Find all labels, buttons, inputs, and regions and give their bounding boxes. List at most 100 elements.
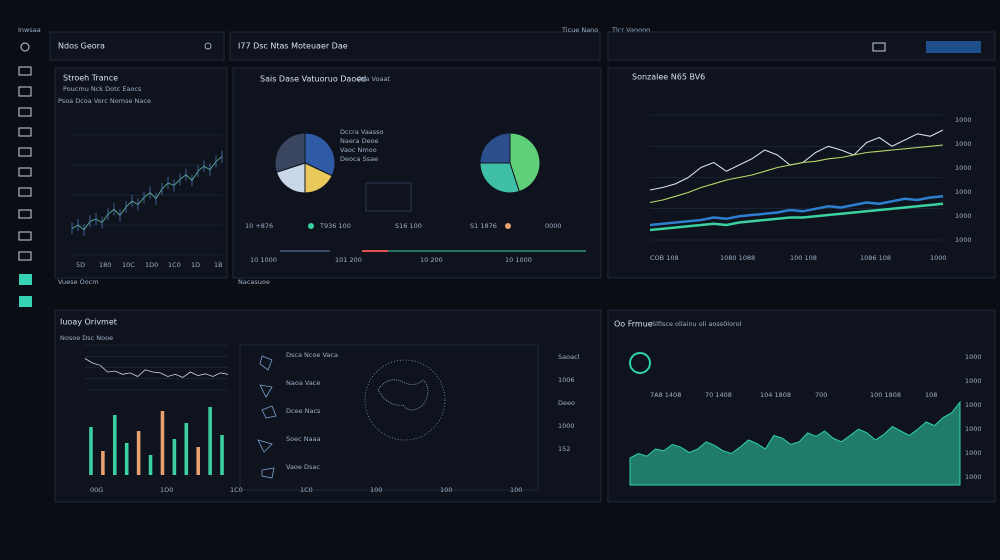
list-item: Dcee Nacs xyxy=(286,407,321,415)
panel-title: Iuoay Orivmet xyxy=(60,318,117,327)
x-label: 1B xyxy=(214,261,223,269)
readout: 100 1808 xyxy=(870,391,901,399)
pie-slice xyxy=(479,162,520,194)
sidebar-active[interactable] xyxy=(19,296,32,307)
x-label: 1000 xyxy=(930,254,947,262)
x-label: 00G xyxy=(90,486,103,494)
x-label: 100 xyxy=(510,486,522,494)
tool-toggle[interactable] xyxy=(926,41,981,53)
x-label: COB 108 xyxy=(650,254,679,262)
panel-subtitle: Poucmu Nck Dotc Eaocs xyxy=(63,85,142,93)
search-box[interactable] xyxy=(49,31,225,61)
panel-subtitle: Slfisce ollainu oli aoss0lorol xyxy=(652,320,742,328)
panel-world xyxy=(54,309,602,503)
search-icon[interactable] xyxy=(204,42,212,50)
bar xyxy=(208,407,212,475)
sidebar-label: Inwsaa xyxy=(18,26,41,34)
bar xyxy=(160,411,165,475)
readout: 108 xyxy=(925,391,937,399)
title-bar xyxy=(229,31,601,61)
x-label: 1C0 xyxy=(300,486,313,494)
panel-title: Oo Frmue xyxy=(614,320,653,329)
panel-footer: Nacasuoe xyxy=(238,278,270,286)
stat: 101 200 xyxy=(335,256,362,264)
line xyxy=(71,156,223,231)
y-label: 1000 xyxy=(955,236,972,244)
bar xyxy=(148,455,153,475)
shape-icons xyxy=(257,355,277,479)
bar xyxy=(113,415,117,475)
panel-footer: Vuese Oocm xyxy=(58,278,99,286)
side-item: Saoacl xyxy=(558,353,580,361)
stat: T936 100 xyxy=(319,222,351,230)
bar xyxy=(101,451,105,475)
side-item: Deeo xyxy=(558,399,575,407)
bar xyxy=(172,439,177,475)
line xyxy=(84,358,229,378)
y-label: 1000 xyxy=(965,425,982,433)
legend-item: Naera Deoe xyxy=(340,137,379,145)
sidebar-active[interactable] xyxy=(19,274,32,285)
status-dot xyxy=(308,223,314,229)
continents xyxy=(377,379,429,411)
x-label: 100 xyxy=(440,486,452,494)
search-text: Ndos Geora xyxy=(58,42,105,51)
list-item: Dsca Ncoe Vaca xyxy=(286,351,338,359)
stat: S1 1876 xyxy=(470,222,497,230)
x-label: 100 xyxy=(370,486,382,494)
y-label: 1000 xyxy=(955,212,972,220)
stat: 10 1000 xyxy=(250,256,277,264)
y-label: 1000 xyxy=(965,401,982,409)
y-label: 1000 xyxy=(955,116,972,124)
map-frame xyxy=(239,344,539,491)
x-label: 1C0 xyxy=(168,261,181,269)
side-item: 1000 xyxy=(558,422,575,430)
gauge xyxy=(629,352,651,374)
panel-title: Sais Dase Vatuoruo Daoed xyxy=(260,75,366,84)
x-label: 180 xyxy=(99,261,111,269)
status-dot xyxy=(505,223,511,229)
pie-slice xyxy=(304,132,336,177)
readout: 7A8 1408 xyxy=(650,391,681,399)
y-label: 1000 xyxy=(965,353,982,361)
x-label: 10C xyxy=(122,261,135,269)
x-label: 1D xyxy=(191,261,200,269)
y-label: 1000 xyxy=(955,140,972,148)
title: I77 Dsc Ntas Moteuaer Dae xyxy=(238,42,348,51)
legend-item: Deoca Ssae xyxy=(340,155,378,163)
panel-lines xyxy=(607,67,996,279)
y-label: 1000 xyxy=(955,164,972,172)
x-label: 1O0 xyxy=(160,486,173,494)
area xyxy=(629,400,961,486)
x-label: 100 108 xyxy=(790,254,817,262)
side-item: 1006 xyxy=(558,376,575,384)
panel-subtitle: Nosoe Dsc Nooe xyxy=(60,334,113,342)
stat: 0000 xyxy=(545,222,562,230)
pie-slice xyxy=(274,132,306,173)
sidebar-icons[interactable] xyxy=(18,42,32,261)
legend-box xyxy=(365,182,412,212)
panel-title: Sonzalee N65 BV6 xyxy=(632,73,705,82)
line xyxy=(649,144,944,204)
tool-button[interactable] xyxy=(872,42,886,52)
line xyxy=(649,202,944,232)
hint: Ticue Nano xyxy=(561,26,598,34)
list-item: Vaoe Dsac xyxy=(286,463,320,471)
panel-subtitle: Osa Voaat xyxy=(357,75,390,83)
stat: 10 1000 xyxy=(505,256,532,264)
pie-slice xyxy=(479,132,511,164)
x-label: 1C0 xyxy=(230,486,243,494)
legend-item: Vaoc Nmoo xyxy=(340,146,377,154)
legend-item: Dccra Vaasso xyxy=(340,128,384,136)
y-label: 1000 xyxy=(965,449,982,457)
hint: Tlcr Vanooo xyxy=(611,26,650,34)
y-label: 1000 xyxy=(955,188,972,196)
stat: 10 200 xyxy=(420,256,443,264)
readout: 70 1408 xyxy=(705,391,732,399)
panel-note: Psoa Dcoa Vorc Nomse Nace xyxy=(58,97,151,105)
line xyxy=(649,195,944,227)
x-label: 1D0 xyxy=(145,261,158,269)
side-item: 152 xyxy=(558,445,570,453)
stat: S16 100 xyxy=(395,222,422,230)
